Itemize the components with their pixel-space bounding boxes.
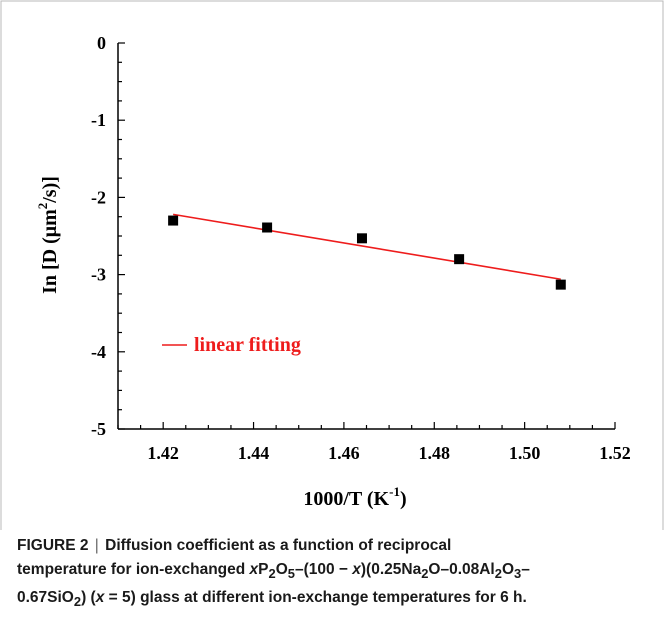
caption-separator: | [94,537,99,554]
y-tick-label: -4 [91,342,106,362]
x-tick-label: 1.42 [147,443,179,463]
data-point [555,279,566,290]
x-tick-label: 1.48 [419,443,451,463]
caption-text-1: Diffusion coefficient as a function of r… [105,537,452,554]
y-tick-label: -1 [91,110,106,130]
data-point [454,254,465,265]
x-tick-label: 1.52 [599,443,631,463]
data-point [356,233,367,244]
x-tick-label: 1.46 [328,443,360,463]
caption-line-2: temperature for ion-exchanged xP2O5–(100… [17,561,530,582]
y-tick-label: -3 [91,265,106,285]
y-tick-label: -5 [91,419,106,439]
figure-label: FIGURE 2 [17,537,89,554]
legend-label: linear fitting [194,334,301,356]
caption-line-1: FIGURE 2 | Diffusion coefficient as a fu… [17,534,647,558]
y-axis-label: In [D (μm2/s)] [35,176,61,294]
chart: 0 -1 -2 -3 -4 -5 1.42 1.44 1.46 1.48 1.50 1.52 1000… [0,0,664,530]
x-tick-label: 1.44 [238,443,270,463]
figure-border [0,0,664,530]
legend: linear fitting [162,334,301,356]
data-point [168,215,179,226]
x-tick-label: 1.50 [509,443,541,463]
y-tick-label: -2 [91,187,106,207]
data-point [262,222,273,233]
caption-line-3: 0.67SiO2) (x = 5) glass at different ion… [17,589,527,610]
x-axis-label: 1000/T (K-1) [303,484,406,510]
figure-caption: FIGURE 2 | Diffusion coefficient as a fu… [17,534,647,614]
fit-line [172,213,561,281]
plot-area: 0 -1 -2 -3 -4 -5 1.42 1.44 1.46 1.48 1.50 1.52 [91,33,631,463]
y-tick-label: 0 [97,33,106,53]
